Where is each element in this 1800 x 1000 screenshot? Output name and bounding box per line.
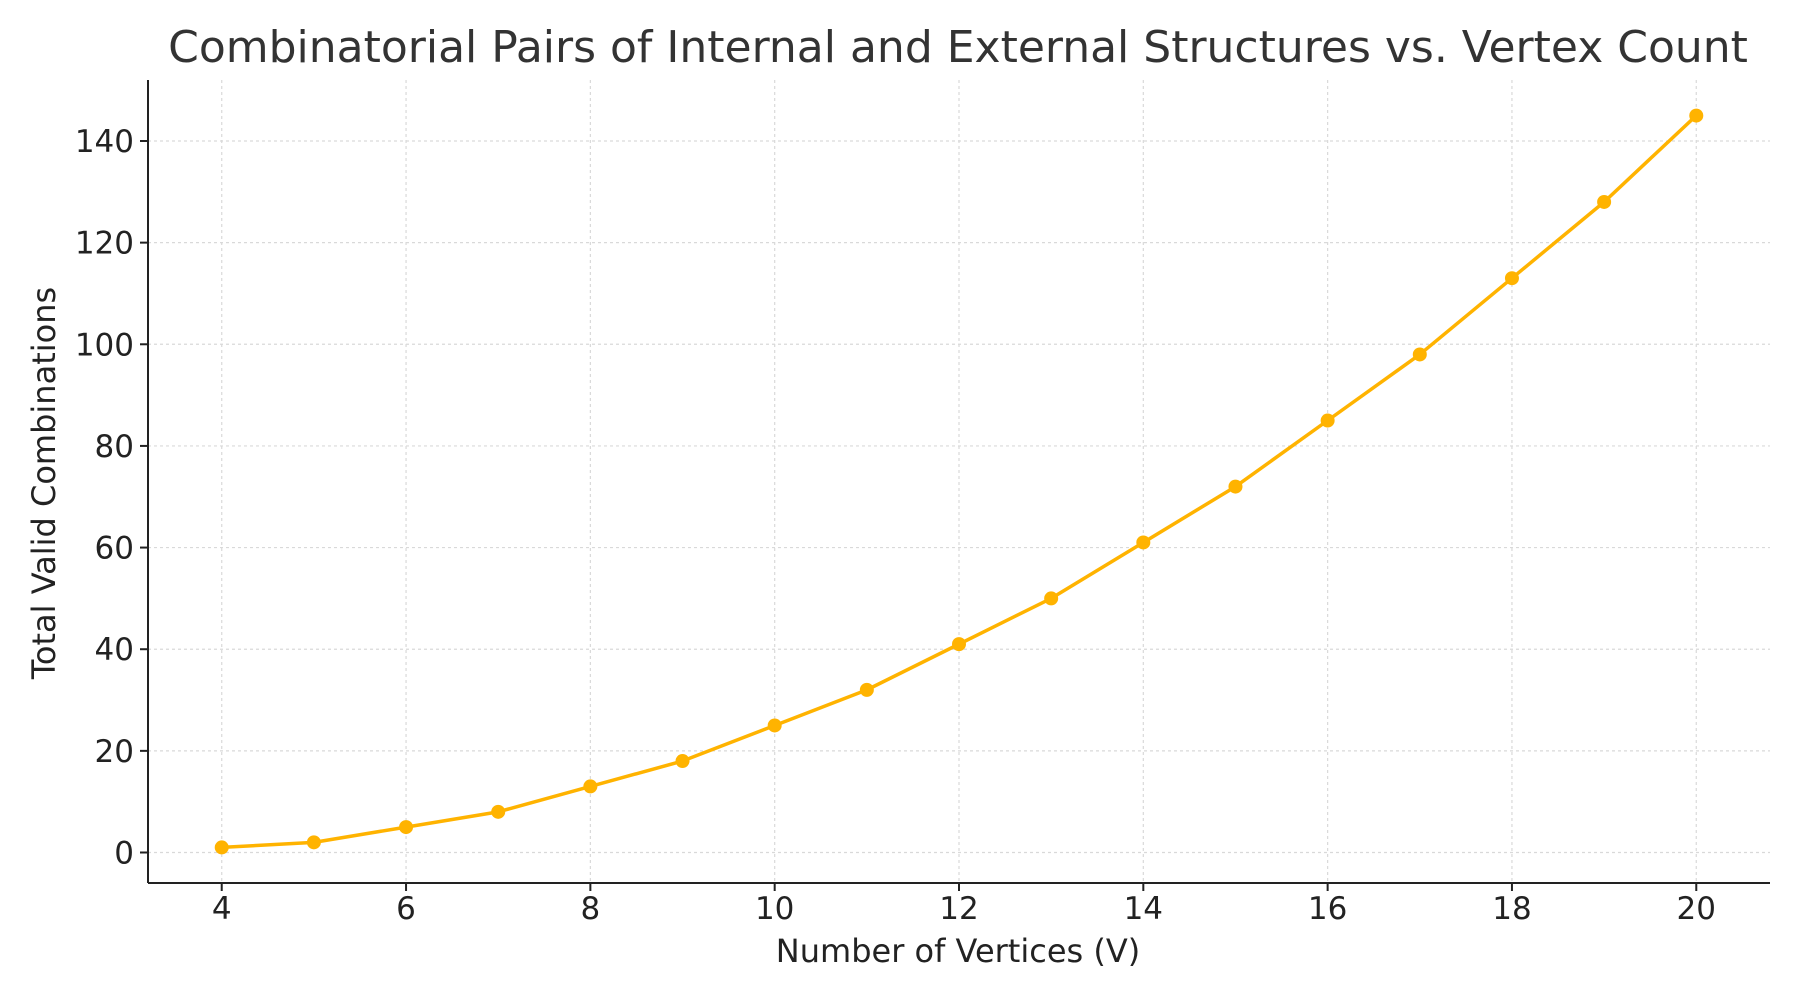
data-point [1504, 271, 1519, 286]
data-point [214, 840, 229, 855]
y-tick-label: 120 [75, 226, 134, 262]
x-tick-label: 18 [1492, 891, 1531, 927]
y-tick-label: 140 [75, 124, 134, 160]
grid [148, 80, 1770, 883]
x-tick-label: 14 [1124, 891, 1163, 927]
y-axis-label: Total Valid Combinations [25, 287, 63, 680]
data-point [306, 835, 321, 850]
data-point [491, 804, 506, 819]
x-tick-label: 6 [396, 891, 416, 927]
x-tick-label: 16 [1308, 891, 1347, 927]
data-point [767, 718, 782, 733]
data-point [583, 779, 598, 794]
x-tick-label: 12 [939, 891, 978, 927]
y-tick-label: 80 [95, 429, 134, 465]
data-point [1044, 591, 1059, 606]
data-point [675, 754, 690, 769]
axes [140, 80, 1770, 891]
data-point [1320, 413, 1335, 428]
y-tick-label: 0 [114, 836, 134, 872]
x-tick-label: 10 [755, 891, 794, 927]
x-tick-label: 8 [580, 891, 600, 927]
data-point [1136, 535, 1151, 550]
y-tick-label: 100 [75, 327, 134, 363]
data-point [399, 820, 414, 835]
data-point [1689, 108, 1704, 123]
x-tick-label: 4 [212, 891, 232, 927]
x-axis-label: Number of Vertices (V) [776, 932, 1140, 970]
y-tick-label: 60 [95, 531, 134, 567]
x-tick-label: 20 [1677, 891, 1716, 927]
data-point [1228, 479, 1243, 494]
series [214, 108, 1704, 855]
data-point [1597, 194, 1612, 209]
y-tick-label: 40 [95, 632, 134, 668]
chart-title: Combinatorial Pairs of Internal and Exte… [168, 22, 1748, 73]
data-point [859, 682, 874, 697]
data-point [952, 637, 966, 652]
tick-labels: 4 6 8 10 12 14 16 18 20 0 20 40 60 80 100 120 140 [75, 124, 1716, 927]
data-point [1412, 347, 1427, 362]
y-tick-label: 20 [95, 734, 134, 770]
